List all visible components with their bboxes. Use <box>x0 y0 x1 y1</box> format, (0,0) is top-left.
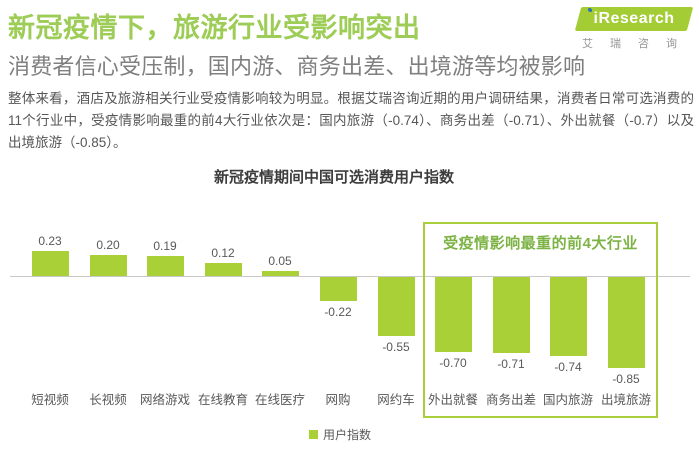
bar-category-label-1: 长视频 <box>89 393 127 407</box>
bar-value-label-6: -0.55 <box>382 340 410 354</box>
zero-axis-line <box>10 276 690 277</box>
chart-title: 新冠疫情期间中国可选消费用户指数 <box>213 169 454 186</box>
bar-2 <box>146 256 184 276</box>
logo-brand-cn: 艾瑞咨询 <box>582 38 694 50</box>
bar-5 <box>319 277 357 301</box>
bar-value-label-3: 0.12 <box>211 246 235 260</box>
bar-1 <box>89 255 127 276</box>
bar-value-label-7: -0.70 <box>439 356 467 370</box>
bar-value-label-8: -0.71 <box>497 357 525 371</box>
bar-category-label-5: 网购 <box>325 393 351 407</box>
bar-4 <box>261 271 299 276</box>
bar-category-label-3: 在线教育 <box>197 393 248 407</box>
bar-category-label-10: 出境旅游 <box>600 393 651 407</box>
bar-9 <box>549 277 587 356</box>
annotation-label: 受疫情影响最重的前4大行业 <box>443 235 638 252</box>
bar-category-label-8: 商务出差 <box>485 393 536 407</box>
body-paragraph: 整体来看，酒店及旅游相关行业受疫情影响较为明显。根据艾瑞咨询近期的用户调研结果，… <box>8 91 694 150</box>
bar-value-label-0: 0.23 <box>38 234 62 248</box>
iresearch-logo: iResearch 艾瑞咨询 <box>574 6 694 50</box>
bar-value-label-10: -0.85 <box>612 372 640 386</box>
legend-label: 用户指数 <box>322 427 371 442</box>
bar-category-label-4: 在线医疗 <box>254 393 305 407</box>
bar-category-label-7: 外出就餐 <box>427 393 478 407</box>
bar-category-label-2: 网络游戏 <box>139 393 190 407</box>
annotation-box: 受疫情影响最重的前4大行业 <box>423 222 658 418</box>
page-subtitle: 消费者信心受压制，国内游、商务出差、出境游等均被影响 <box>8 54 586 79</box>
bar-8 <box>492 277 530 353</box>
chart-legend: 用户指数 <box>0 427 680 442</box>
bar-7 <box>434 277 472 352</box>
bar-value-label-9: -0.74 <box>554 360 582 374</box>
bar-category-label-9: 国内旅游 <box>542 393 593 407</box>
bar-value-label-5: -0.22 <box>324 305 352 319</box>
bar-category-label-0: 短视频 <box>31 393 69 407</box>
bar-value-label-1: 0.20 <box>96 238 120 252</box>
bar-value-label-2: 0.19 <box>153 239 177 253</box>
page-title: 新冠疫情下，旅游行业受影响突出 <box>8 13 421 43</box>
bar-value-label-4: 0.05 <box>268 254 292 268</box>
bar-category-label-6: 网约车 <box>377 393 415 407</box>
bar-10 <box>607 277 645 368</box>
legend-swatch-icon <box>308 429 318 439</box>
bar-3 <box>204 263 242 276</box>
bar-6 <box>377 277 415 336</box>
bar-0 <box>31 251 69 276</box>
